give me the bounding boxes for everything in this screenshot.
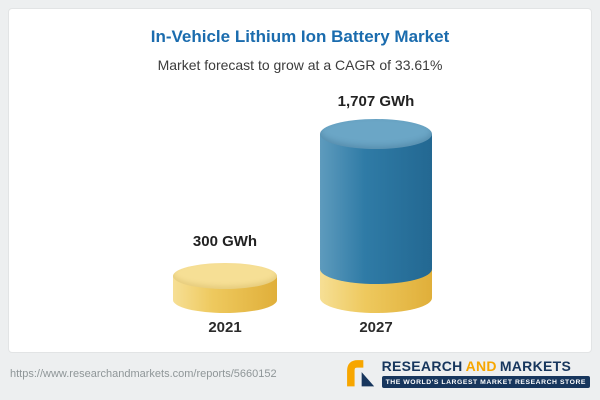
logo-tagline: THE WORLD'S LARGEST MARKET RESEARCH STOR… xyxy=(381,376,590,388)
bar-2021 xyxy=(173,263,277,313)
bar-2027-top-ellipse xyxy=(320,119,432,149)
logo-mark-icon xyxy=(346,360,374,387)
axis-label-2021: 2021 xyxy=(208,319,242,336)
logo-words: RESEARCH AND MARKETS xyxy=(382,358,590,374)
logo-word-markets: MARKETS xyxy=(499,358,572,374)
chart-subtitle: Market forecast to grow at a CAGR of 33.… xyxy=(157,57,443,73)
data-label-2021: 300 GWh xyxy=(192,233,258,250)
logo-word-research: RESEARCH xyxy=(381,358,463,374)
report-url: https://www.researchandmarkets.com/repor… xyxy=(10,368,277,380)
axis-label-2027: 2027 xyxy=(359,319,393,336)
bar-2021-top-ellipse xyxy=(173,263,277,289)
footer: https://www.researchandmarkets.com/repor… xyxy=(0,353,600,400)
bar-2027-body xyxy=(320,134,432,284)
logo-word-and: AND xyxy=(465,358,497,374)
chart-title: In-Vehicle Lithium Ion Battery Market xyxy=(150,27,450,46)
bar-2027 xyxy=(320,119,432,313)
data-label-2027: 1,707 GWh xyxy=(337,93,415,110)
chart-card: In-Vehicle Lithium Ion Battery Market Ma… xyxy=(8,8,592,353)
research-and-markets-logo: RESEARCH AND MARKETS THE WORLD'S LARGEST M… xyxy=(345,357,590,389)
logo-text-block: RESEARCH AND MARKETS THE WORLD'S LARGEST M… xyxy=(381,358,590,388)
